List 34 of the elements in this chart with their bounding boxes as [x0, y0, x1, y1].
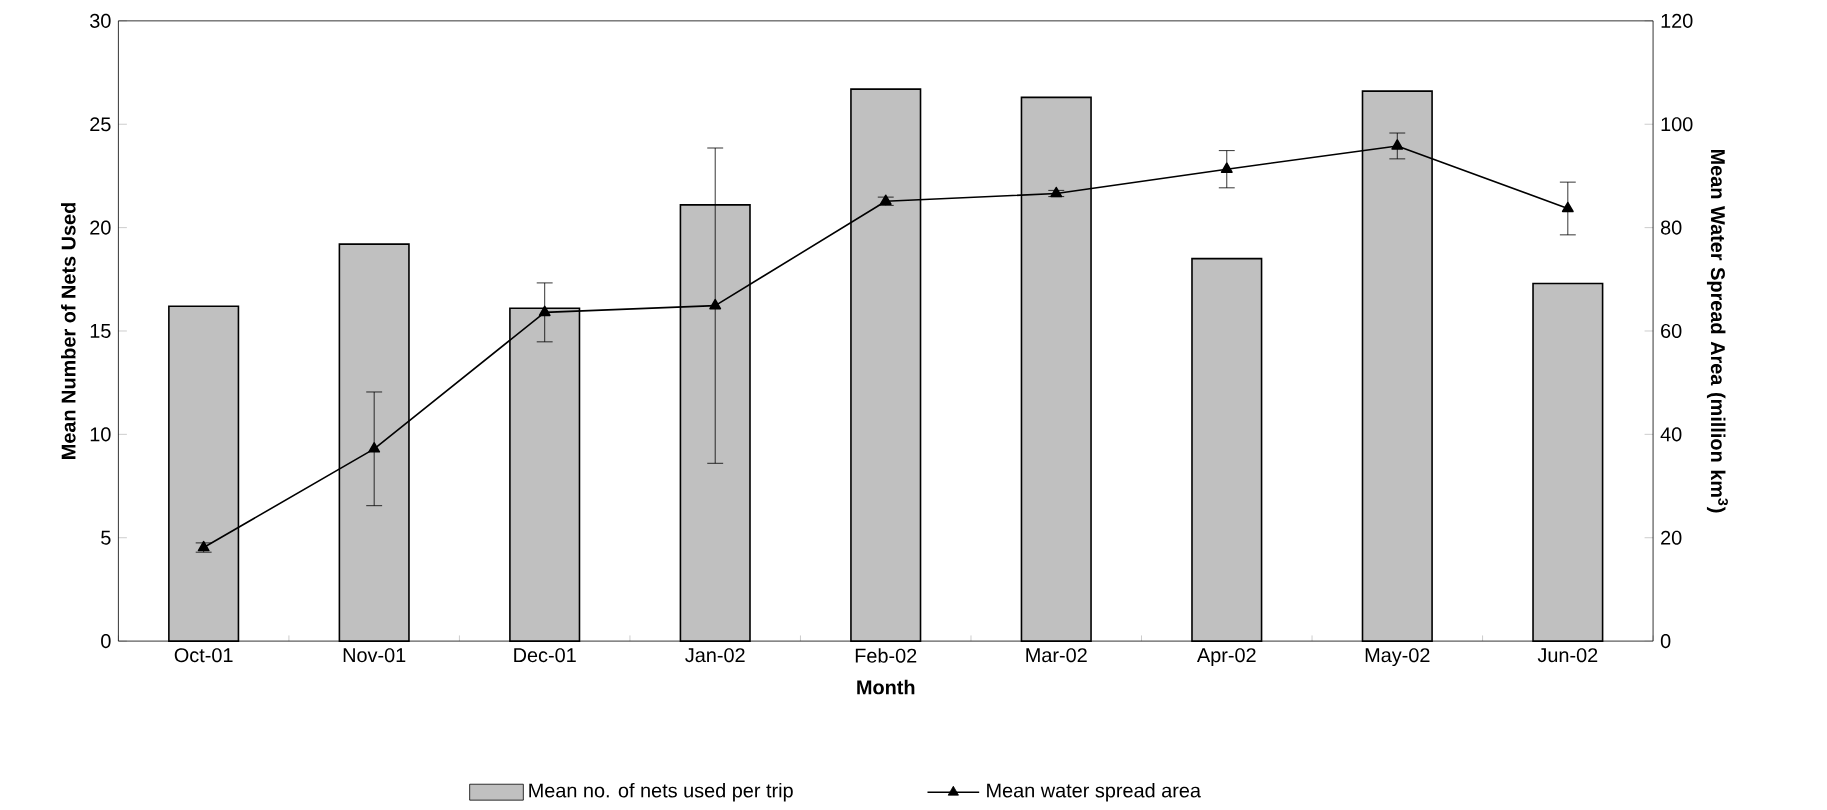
y-axis-title: Mean Number of Nets Used	[61, 203, 76, 459]
x-tick-label: Mar-02	[1026, 648, 1087, 663]
y2-axis-title: Mean Water Spread Area (million km$^{3}$)	[1706, 149, 1728, 513]
point	[538, 305, 551, 317]
y2-tick-label: 40	[1660, 427, 1682, 442]
point	[368, 442, 381, 453]
point	[709, 298, 722, 310]
x-tick-label: Feb-02	[855, 648, 917, 663]
y-tick-label: 25	[90, 117, 111, 132]
x-tick-label: Nov-01	[343, 648, 406, 663]
y-tick-label: 30	[90, 13, 111, 28]
x-tick-label: Dec-01	[514, 648, 576, 663]
point	[1220, 162, 1233, 173]
x-tick-label: Apr-02	[1196, 648, 1256, 667]
legend-label: Mean water spread area	[987, 782, 1201, 802]
y-tick-label: 20	[90, 220, 111, 235]
x-axis-title: Month	[857, 679, 915, 695]
y2-tick-label: 120	[1661, 13, 1693, 28]
y2-tick-label: 60	[1661, 323, 1682, 338]
y-tick-label: 5	[101, 530, 111, 545]
point	[1561, 201, 1574, 213]
y-tick-label: 15	[90, 324, 111, 338]
x-tick-label: Jan-02	[685, 648, 745, 663]
y2-tick-label: 20	[1661, 530, 1682, 545]
y-tick-label: 10	[90, 427, 111, 442]
x-tick-label: Jun-02	[1537, 648, 1598, 663]
point	[1391, 139, 1404, 150]
y2-tick-label: 100	[1661, 117, 1693, 132]
x-tick-label: Oct-01	[174, 648, 233, 663]
y2-tick-label: 80	[1660, 220, 1682, 235]
legend-label: Mean no. of nets used per trip	[529, 782, 793, 802]
x-tick-label: May-02	[1365, 648, 1430, 667]
y-tick-label: 0	[101, 634, 111, 649]
y2-tick-label: 0	[1660, 634, 1671, 649]
